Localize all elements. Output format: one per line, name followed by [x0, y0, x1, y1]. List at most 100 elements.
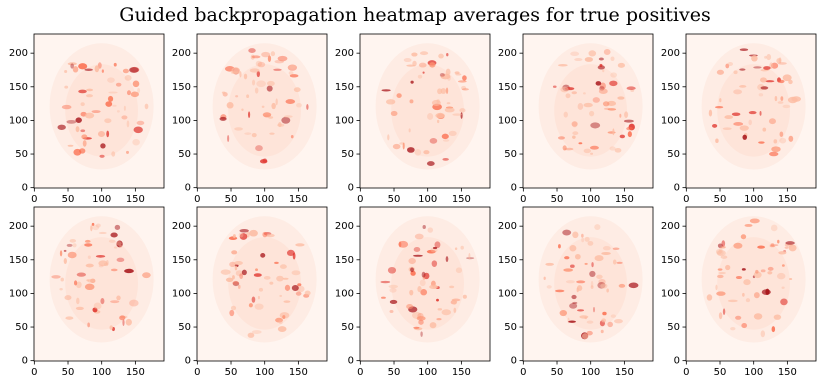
- heat-spot: [595, 81, 602, 86]
- y-tick-label: 150: [172, 255, 191, 266]
- heat-spot: [84, 243, 93, 247]
- heatmap-image: [197, 207, 327, 361]
- heat-spot: [436, 119, 440, 124]
- heat-spot: [293, 87, 301, 93]
- heat-spot: [398, 240, 409, 248]
- heat-spot: [610, 314, 616, 318]
- axes-frame: [685, 33, 817, 189]
- heat-spot: [228, 236, 238, 240]
- heat-spot: [607, 321, 613, 328]
- heat-spot: [274, 261, 279, 265]
- heat-spot: [419, 279, 426, 287]
- heat-spot: [112, 104, 117, 107]
- x-tick-label: 100: [581, 367, 600, 378]
- heat-spot: [78, 63, 88, 70]
- x-tick-label: 50: [551, 367, 564, 378]
- axes-frame: [33, 206, 165, 362]
- heat-spot: [612, 259, 617, 265]
- heat-spot: [406, 64, 416, 67]
- y-tick-label: 50: [667, 322, 680, 333]
- heat-spot: [590, 285, 594, 289]
- heat-spot: [387, 266, 397, 274]
- heat-spot: [429, 138, 438, 144]
- heat-spot: [385, 99, 396, 105]
- heat-spot: [771, 326, 776, 333]
- heat-spot: [390, 110, 398, 117]
- heat-spot: [392, 143, 401, 150]
- y-tick-label: 150: [661, 255, 680, 266]
- y-tick-label: 50: [15, 322, 28, 333]
- heat-spot: [421, 271, 426, 278]
- heat-spot: [116, 110, 120, 113]
- y-tick-label: 0: [185, 356, 191, 367]
- heat-spot: [614, 318, 623, 324]
- heat-spot: [251, 296, 256, 303]
- heat-spot: [93, 302, 102, 310]
- heat-spot: [106, 260, 109, 266]
- heat-spot: [764, 55, 768, 59]
- y-tick-label: 200: [9, 48, 28, 59]
- heat-spot: [596, 274, 603, 280]
- heat-spot: [249, 229, 258, 237]
- heat-spot: [443, 139, 450, 142]
- heat-spot: [126, 90, 131, 96]
- axes-frame: [522, 33, 654, 189]
- heat-spot: [238, 232, 244, 238]
- heat-spot: [440, 88, 447, 94]
- heat-spot: [586, 320, 594, 324]
- heat-spot: [114, 224, 121, 230]
- heat-spot: [720, 246, 726, 249]
- y-tick-label: 150: [9, 255, 28, 266]
- heat-spot: [429, 284, 438, 290]
- heat-spot: [261, 51, 271, 58]
- heat-spot: [627, 131, 632, 138]
- heat-spot: [105, 101, 113, 107]
- heat-spot: [290, 134, 294, 139]
- x-tick-label: 150: [452, 194, 471, 205]
- x-tick-label: 0: [357, 367, 363, 378]
- heat-spot: [784, 246, 789, 249]
- heat-spot: [606, 288, 609, 293]
- heat-spot: [584, 316, 587, 320]
- heat-spot: [602, 69, 605, 73]
- heat-spot: [739, 48, 749, 51]
- heat-spot: [571, 91, 577, 95]
- heat-spot: [231, 250, 238, 255]
- heat-spot: [748, 119, 752, 126]
- heat-spot: [130, 91, 139, 98]
- heat-spot: [598, 88, 608, 94]
- heat-spot: [436, 298, 439, 302]
- heat-spot: [581, 237, 585, 243]
- heat-spot: [230, 71, 240, 75]
- heat-spot: [590, 122, 601, 129]
- heat-spot: [594, 224, 601, 230]
- heat-spot: [422, 71, 425, 74]
- heat-spot: [712, 123, 718, 128]
- brain-core: [717, 237, 790, 330]
- heat-spot: [715, 249, 722, 255]
- heat-spot: [279, 264, 287, 269]
- heat-spot: [571, 294, 577, 300]
- heat-spot: [416, 316, 426, 321]
- heat-spot: [75, 117, 82, 124]
- heat-spot: [774, 96, 778, 102]
- x-tick-label: 100: [418, 194, 437, 205]
- heat-spot: [387, 134, 390, 141]
- heat-spot: [706, 294, 713, 301]
- heat-spot: [570, 264, 575, 268]
- heat-spot: [749, 218, 760, 224]
- x-tick-label: 50: [714, 194, 727, 205]
- heat-spot: [727, 299, 738, 303]
- heat-spot: [583, 92, 586, 95]
- heat-spot: [594, 255, 604, 262]
- heat-spot: [758, 93, 764, 97]
- heat-spot: [283, 115, 293, 118]
- heat-spot: [402, 142, 405, 150]
- heat-spot: [241, 108, 244, 111]
- x-tick-label: 0: [194, 194, 200, 205]
- heat-spot: [770, 224, 778, 232]
- axes-frame: [33, 33, 165, 189]
- y-tick-label: 200: [9, 221, 28, 232]
- heat-spot: [60, 277, 64, 282]
- x-tick-label: 50: [388, 194, 401, 205]
